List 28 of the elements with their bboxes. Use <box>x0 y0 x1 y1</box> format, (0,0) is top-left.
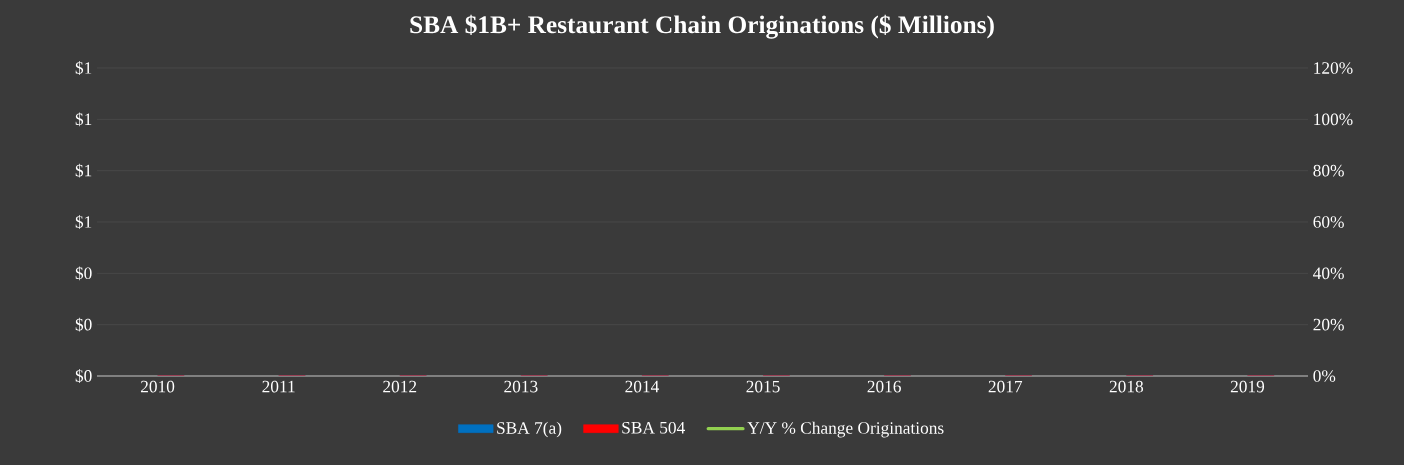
x-tick-label: 2018 <box>1109 380 1144 393</box>
legend-label: Y/Y % Change Originations <box>747 421 944 438</box>
x-tick-label: 2013 <box>504 380 538 393</box>
y2-tick-label: 0% <box>1313 370 1336 382</box>
legend-label: SBA 504 <box>622 421 685 434</box>
y2-tick-label: 40% <box>1313 267 1344 280</box>
y-tick-label: $1 <box>75 163 92 178</box>
y2-tick-label: 100% <box>1314 113 1353 126</box>
x-tick-label: 2010 <box>140 380 175 393</box>
y-tick-label: $1 <box>75 112 92 127</box>
y2-tick-label: 80% <box>1313 164 1344 177</box>
y2-tick-label: 60% <box>1313 216 1344 228</box>
y-tick-label: $0 <box>75 369 92 383</box>
x-tick-label: 2015 <box>746 380 780 393</box>
x-tick-label: 2016 <box>867 380 901 393</box>
y2-tick-label: 20% <box>1313 318 1344 331</box>
y-tick-label: $0 <box>75 266 92 281</box>
x-tick-label: 2014 <box>625 380 660 393</box>
y2-tick-label: 120% <box>1314 62 1353 74</box>
y-tick-label: $1 <box>75 61 92 75</box>
legend-label: SBA 7(a) <box>497 421 562 438</box>
x-tick-label: 2017 <box>988 380 1023 393</box>
y-tick-label: $1 <box>75 215 92 229</box>
chart-title: SBA $1B+ Restaurant Chain Originations ($ Millions) <box>410 14 994 39</box>
y-tick-label: $0 <box>75 317 92 332</box>
x-tick-label: 2019 <box>1230 380 1265 393</box>
x-tick-label: 2012 <box>383 380 417 393</box>
x-tick-label: 2011 <box>262 380 295 393</box>
